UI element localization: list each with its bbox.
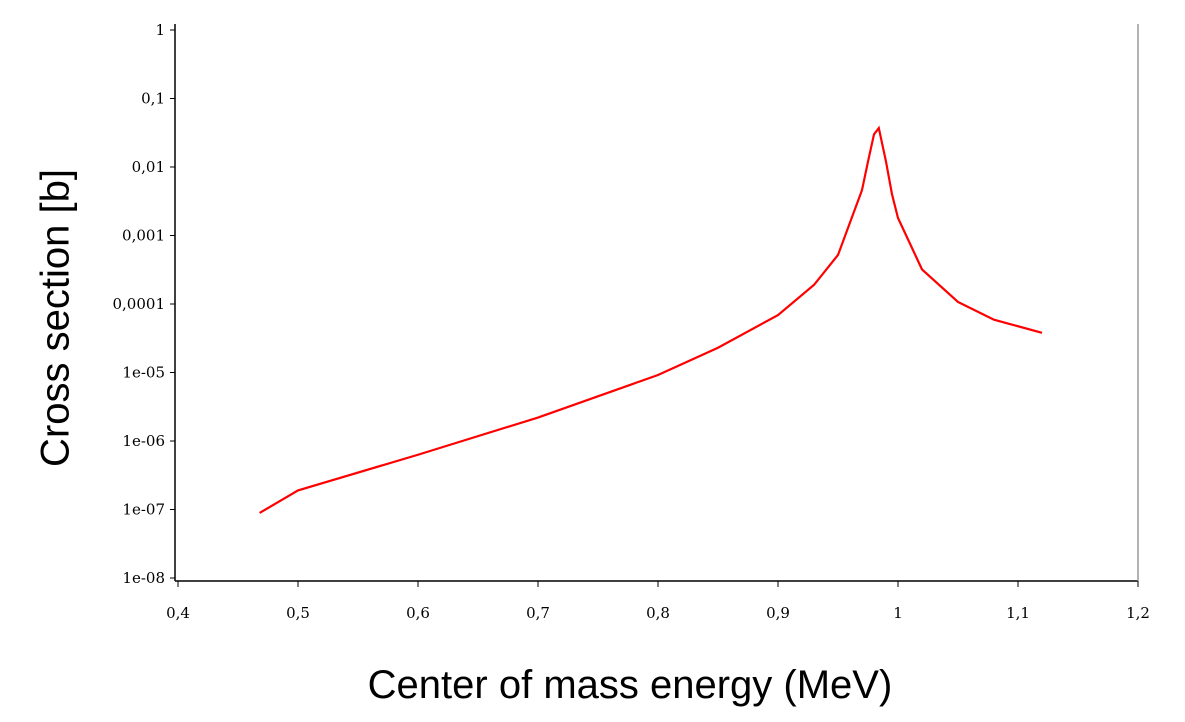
x-tick-label: 0,5	[286, 604, 310, 622]
x-axis-title: Center of mass energy (MeV)	[368, 663, 893, 707]
y-tick-label: 1e-08	[122, 569, 165, 587]
y-tick-label: 1e-07	[122, 501, 165, 519]
y-tick-label: 1e-05	[122, 364, 165, 382]
x-tick-label: 0,9	[766, 604, 790, 622]
x-tick-label: 0,7	[526, 604, 550, 622]
x-tick-label: 1,2	[1126, 604, 1150, 622]
y-tick-label: 0,0001	[113, 295, 166, 313]
y-tick-label: 1	[155, 21, 165, 39]
x-tick-label: 1	[893, 604, 903, 622]
y-tick-label: 0,01	[132, 158, 165, 176]
y-axis-title: Cross section [b]	[34, 169, 78, 467]
x-tick-label: 0,8	[646, 604, 670, 622]
y-tick-label: 0,001	[122, 227, 165, 245]
y-tick-label: 1e-06	[122, 432, 165, 450]
x-tick-label: 0,4	[166, 604, 190, 622]
x-tick-label: 0,6	[406, 604, 430, 622]
y-tick-label: 0,1	[141, 90, 165, 108]
data-line	[259, 125, 1043, 514]
x-tick-label: 1,1	[1006, 604, 1030, 622]
